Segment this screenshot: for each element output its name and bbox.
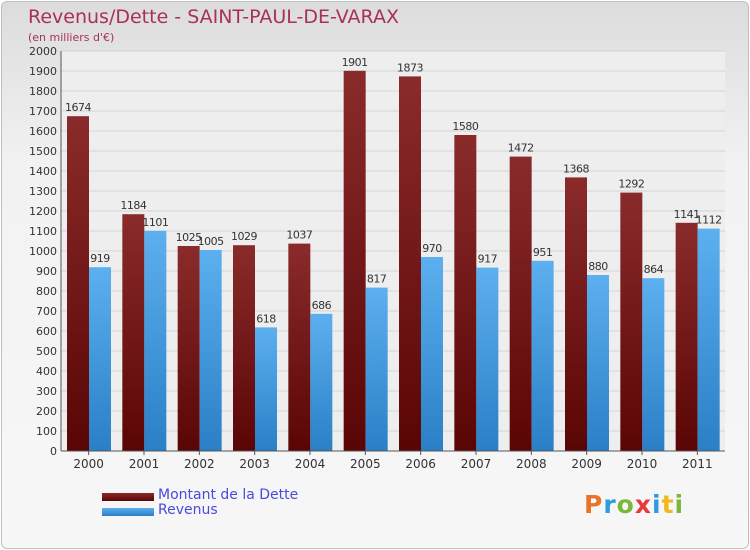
y-tick-label: 0 (50, 445, 57, 458)
logo-letter: i (652, 490, 662, 519)
data-label: 1141 (674, 208, 700, 221)
bar-dette (620, 192, 643, 451)
data-label: 864 (644, 263, 664, 276)
logo-letter: t (661, 490, 675, 519)
y-tick-label: 1800 (29, 85, 57, 98)
legend-swatch-revenus (102, 508, 154, 516)
data-label: 880 (588, 260, 608, 273)
bar-revenus (144, 230, 167, 451)
bar-dette (67, 116, 89, 451)
x-tick-label: 2001 (129, 457, 160, 471)
y-tick-label: 500 (36, 345, 57, 358)
data-label: 919 (90, 252, 110, 265)
data-label: 1580 (452, 120, 478, 133)
bar-dette (675, 222, 698, 451)
bar-dette (509, 156, 532, 451)
logo-letter: r (603, 490, 617, 519)
data-label: 951 (533, 246, 553, 259)
y-tick-label: 1600 (29, 125, 57, 138)
y-tick-label: 1300 (29, 185, 57, 198)
y-tick-label: 1400 (29, 165, 57, 178)
bar-revenus (199, 250, 222, 451)
data-label: 1101 (142, 216, 168, 229)
bar-dette (454, 135, 477, 451)
bar-dette (343, 70, 366, 452)
y-tick-label: 900 (36, 265, 57, 278)
y-tick-label: 1000 (29, 245, 57, 258)
y-tick-label: 1500 (29, 145, 57, 158)
data-label: 1029 (231, 230, 257, 243)
logo-letter: x (634, 490, 652, 519)
data-label: 618 (256, 312, 276, 325)
data-label: 1184 (120, 199, 146, 212)
data-label: 1674 (65, 101, 91, 114)
y-tick-label: 1900 (29, 65, 57, 78)
y-tick-label: 1100 (29, 225, 57, 238)
bar-dette (288, 243, 311, 451)
bar-dette (233, 245, 255, 451)
y-tick-label: 200 (36, 405, 57, 418)
data-label: 1292 (618, 178, 644, 191)
data-label: 1037 (286, 229, 312, 242)
data-label: 1472 (508, 142, 534, 155)
chart-title: Revenus/Dette - SAINT-PAUL-DE-VARAX (28, 6, 400, 28)
x-tick-label: 2007 (461, 457, 492, 471)
data-label: 1901 (342, 56, 368, 69)
x-tick-label: 2009 (571, 457, 602, 471)
y-tick-label: 1700 (29, 105, 57, 118)
y-tick-label: 400 (36, 365, 57, 378)
bar-revenus (255, 327, 277, 451)
legend-label-revenus: Revenus (158, 502, 218, 518)
logo-letter: o (616, 490, 635, 519)
data-label: 686 (312, 299, 332, 312)
x-tick-label: 2006 (405, 457, 436, 471)
legend-swatch-dette (102, 493, 154, 501)
legend-label-dette: Montant de la Dette (158, 487, 299, 503)
x-tick-label: 2010 (627, 457, 658, 471)
bar-dette (399, 76, 421, 452)
x-tick-label: 2011 (682, 457, 713, 471)
data-label: 1025 (176, 231, 202, 244)
x-tick-label: 2000 (73, 457, 104, 471)
data-label: 1112 (696, 214, 722, 227)
proxiti-logo: Proxiti (584, 490, 684, 519)
bar-revenus (421, 257, 443, 451)
x-tick-label: 2003 (239, 457, 270, 471)
data-label: 1368 (563, 162, 589, 175)
y-tick-label: 2000 (29, 45, 57, 58)
y-tick-label: 600 (36, 325, 57, 338)
y-tick-label: 700 (36, 305, 57, 318)
bar-revenus (310, 313, 333, 451)
logo-letter: P (584, 490, 604, 519)
data-label: 1005 (198, 235, 224, 248)
bar-dette (565, 177, 587, 451)
x-tick-label: 2005 (350, 457, 381, 471)
bar-dette (177, 246, 200, 451)
data-label: 817 (367, 273, 387, 286)
bar-revenus (476, 267, 499, 451)
data-label: 1873 (397, 61, 423, 74)
data-label: 917 (478, 253, 498, 266)
y-tick-label: 1200 (29, 205, 57, 218)
y-tick-label: 800 (36, 285, 57, 298)
bar-revenus (697, 228, 720, 451)
bar-revenus (531, 260, 554, 451)
data-label: 970 (422, 242, 442, 255)
chart-subtitle: (en milliers d'€) (28, 31, 115, 44)
y-tick-label: 300 (36, 385, 57, 398)
bar-revenus (642, 278, 665, 451)
logo-letter: i (674, 490, 685, 519)
bar-dette (122, 214, 145, 451)
x-tick-label: 2004 (295, 457, 326, 471)
y-tick-label: 100 (36, 425, 57, 438)
bar-revenus (89, 267, 111, 451)
bar-revenus (587, 275, 609, 451)
x-tick-label: 2002 (184, 457, 215, 471)
x-tick-label: 2008 (516, 457, 547, 471)
bar-revenus (365, 287, 388, 451)
